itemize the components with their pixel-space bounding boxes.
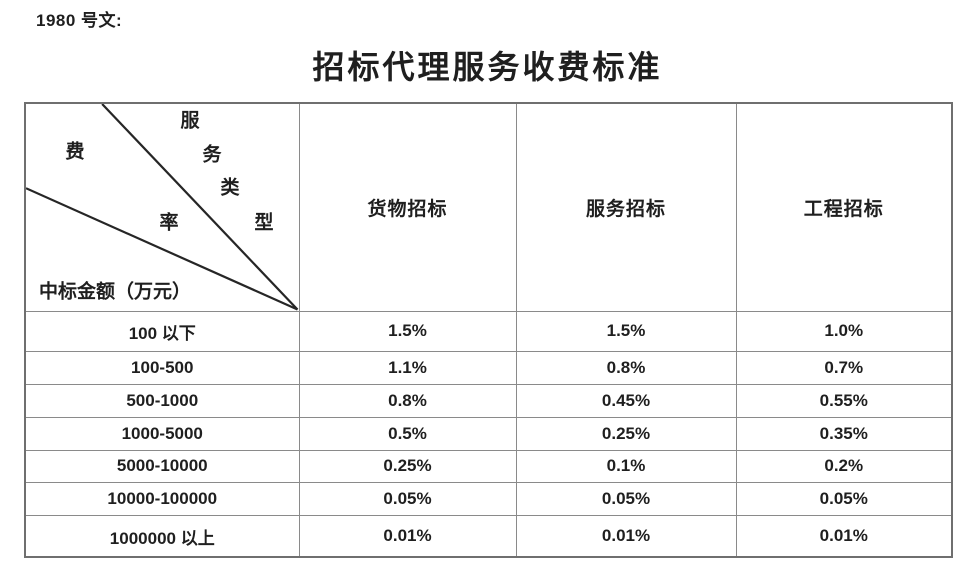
rate-cell: 0.45% — [515, 383, 737, 418]
table-row: 10000-100000 0.05% 0.05% 0.05% — [24, 482, 953, 517]
column-header-works-bidding: 工程招标 — [735, 102, 953, 312]
table-row: 1000000 以上 0.01% 0.01% 0.01% — [24, 515, 953, 558]
rate-cell: 0.7% — [735, 351, 953, 385]
rate-cell: 0.01% — [735, 515, 953, 558]
table-row: 5000-10000 0.25% 0.1% 0.2% — [24, 449, 953, 484]
diagonal-line-lower — [26, 187, 298, 310]
table-row: 100 以下 1.5% 1.5% 1.0% — [24, 310, 953, 353]
fee-table: 服 务 类 型 费 率 中标金额（万元） 货物招标 服务招标 工程招标 100 … — [24, 102, 953, 558]
axis-label-bid-amount: 中标金额（万元） — [39, 281, 192, 303]
amount-range-cell: 100 以下 — [24, 310, 300, 353]
document-ref-label: 1980 号文: — [36, 11, 123, 30]
amount-range-cell: 1000-5000 — [24, 416, 300, 451]
rate-cell: 0.35% — [735, 416, 953, 451]
diagonal-line-upper — [101, 104, 298, 310]
amount-range-cell: 10000-100000 — [24, 482, 300, 517]
rate-cell: 0.25% — [298, 449, 517, 484]
amount-range-cell: 5000-10000 — [24, 449, 300, 484]
column-header-goods-bidding: 货物招标 — [298, 102, 517, 312]
amount-range-cell: 500-1000 — [24, 383, 300, 418]
rate-cell: 1.1% — [298, 351, 517, 385]
rate-cell: 0.8% — [298, 383, 517, 418]
page-title: 招标代理服务收费标准 — [312, 49, 663, 85]
rate-cell: 0.05% — [515, 482, 737, 517]
rate-cell: 0.05% — [735, 482, 953, 517]
rate-cell: 1.5% — [298, 310, 517, 353]
rate-cell: 0.8% — [515, 351, 737, 385]
axis-label-service-type-char2: 务 — [202, 144, 222, 166]
diagonal-divider-lines — [26, 104, 298, 310]
corner-header-cell: 服 务 类 型 费 率 中标金额（万元） — [24, 102, 300, 312]
rate-cell: 1.0% — [735, 310, 953, 353]
rate-cell: 0.1% — [515, 449, 737, 484]
axis-label-service-type-char4: 型 — [254, 212, 274, 234]
table-row: 500-1000 0.8% 0.45% 0.55% — [24, 383, 953, 418]
rate-cell: 0.05% — [298, 482, 517, 517]
table-row: 1000-5000 0.5% 0.25% 0.35% — [24, 416, 953, 451]
rate-cell: 0.2% — [735, 449, 953, 484]
amount-range-cell: 1000000 以上 — [24, 515, 300, 558]
axis-label-fee-rate-char2: 率 — [159, 212, 179, 234]
amount-range-cell: 100-500 — [24, 351, 300, 385]
table-row: 100-500 1.1% 0.8% 0.7% — [24, 351, 953, 385]
axis-label-service-type-char3: 类 — [220, 177, 240, 199]
axis-label-fee-rate-char1: 费 — [65, 141, 85, 163]
column-header-services-bidding: 服务招标 — [515, 102, 737, 312]
rate-cell: 1.5% — [515, 310, 737, 353]
rate-cell: 0.25% — [515, 416, 737, 451]
rate-cell: 0.01% — [298, 515, 517, 558]
rate-cell: 0.5% — [298, 416, 517, 451]
rate-cell: 0.01% — [515, 515, 737, 558]
axis-label-service-type-char1: 服 — [180, 110, 200, 132]
header-row: 服 务 类 型 费 率 中标金额（万元） 货物招标 服务招标 工程招标 — [24, 102, 953, 312]
rate-cell: 0.55% — [735, 383, 953, 418]
